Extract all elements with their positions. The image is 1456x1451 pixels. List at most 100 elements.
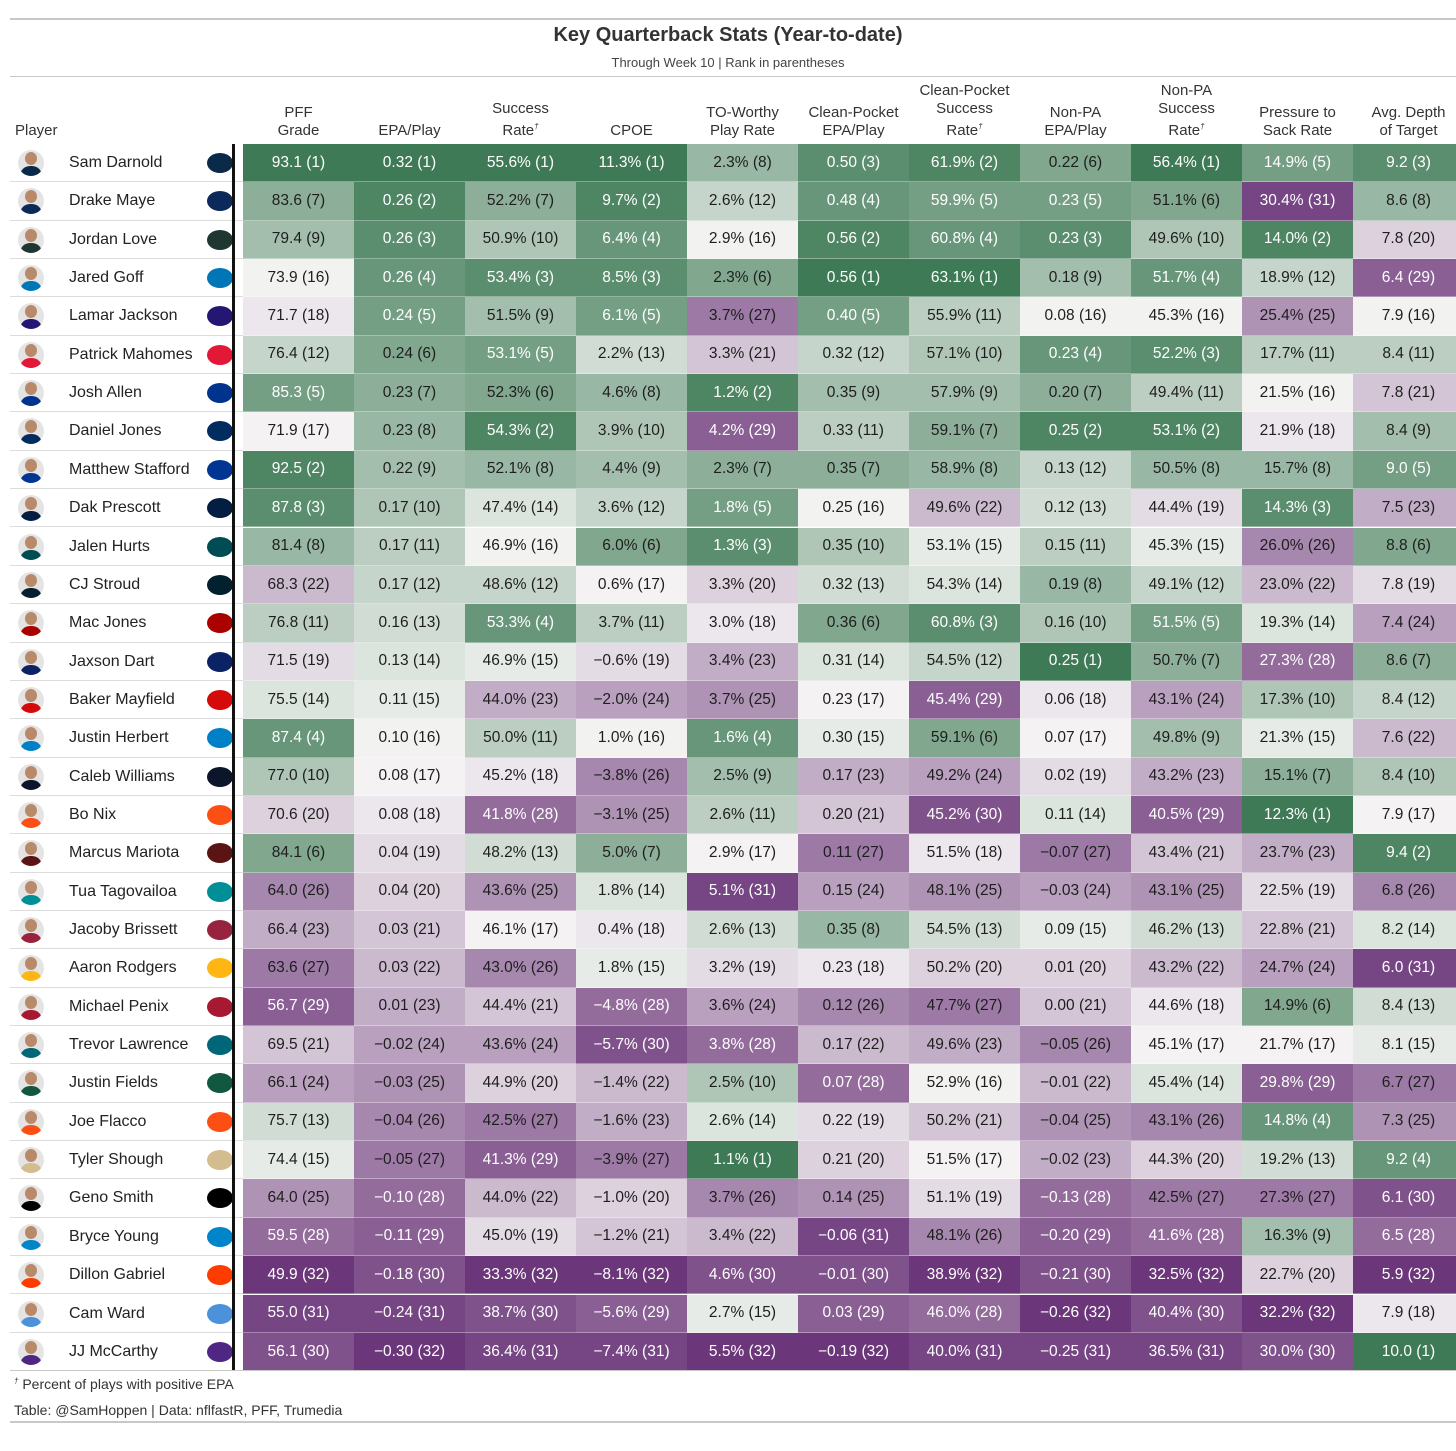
table-row: Marcus Mariota 84.1 (6) 0.04 (19) 48.2% (13… xyxy=(10,834,1456,873)
column-header-text: Pressure to Sack Rate xyxy=(1259,104,1336,140)
column-header-line: PFF xyxy=(284,104,313,121)
stat-cell: 43.2% (22) xyxy=(1131,949,1242,988)
player-headshot-icon xyxy=(18,456,44,483)
player-headshot-icon xyxy=(18,150,44,176)
stat-cell: 59.5 (28) xyxy=(243,1217,354,1257)
stat-cell: 1.8% (5) xyxy=(687,489,798,528)
team-logo-icon xyxy=(207,574,233,595)
stat-cell: 0.20 (7) xyxy=(1020,374,1131,413)
headshot-head xyxy=(25,1225,37,1239)
player-cell: Bo Nix xyxy=(10,796,243,835)
headshot-torso xyxy=(20,779,42,790)
stat-cell: 8.6 (7) xyxy=(1353,642,1456,681)
stat-cell: −0.02 (23) xyxy=(1020,1141,1131,1180)
team-logo-icon xyxy=(207,1111,233,1132)
player-headshot-icon xyxy=(18,1262,44,1289)
player-name: Caleb Williams xyxy=(69,767,175,785)
stat-cell: 49.4% (11) xyxy=(1131,374,1242,413)
table-title: Key Quarterback Stats (Year-to-date) xyxy=(553,24,903,46)
stat-cell: 7.9 (18) xyxy=(1353,1294,1456,1333)
player-name: Josh Allen xyxy=(69,384,142,402)
player-headshot-icon xyxy=(18,878,44,905)
team-logo-icon xyxy=(207,536,233,557)
stat-cell: 22.5% (19) xyxy=(1242,872,1353,911)
table-row: Mac Jones 76.8 (11) 0.16 (13) 53.3% (4) 3.7%… xyxy=(10,604,1456,643)
stat-cell: 3.3% (20) xyxy=(687,565,798,605)
stat-cell: 51.5% (9) xyxy=(465,297,576,336)
stat-cell: 50.9% (10) xyxy=(465,220,576,260)
stat-cell: 60.8% (4) xyxy=(909,220,1020,260)
stat-cell: 55.6% (1) xyxy=(465,144,576,183)
headshot-head xyxy=(25,382,37,396)
column-header-line: Success xyxy=(1158,100,1215,117)
footer-rule xyxy=(10,1370,1456,1371)
player-headshot-icon xyxy=(18,303,44,330)
stat-cell: 48.2% (13) xyxy=(465,834,576,873)
stat-cell: 42.5% (27) xyxy=(465,1102,576,1142)
stat-cell: 8.4 (12) xyxy=(1353,680,1456,720)
stat-cell: 0.08 (16) xyxy=(1020,297,1131,336)
stat-cell: −1.4% (22) xyxy=(576,1064,687,1103)
player-cell: Bryce Young xyxy=(10,1218,243,1257)
stat-cell: 6.4% (4) xyxy=(576,220,687,260)
credit-line: Table: @SamHoppen | Data: nflfastR, PFF,… xyxy=(14,1402,343,1418)
table-row: Cam Ward 55.0 (31) −0.24 (31) 38.7% (30) −5.… xyxy=(10,1294,1456,1333)
headshot-torso xyxy=(20,357,42,368)
stat-cell: 3.3% (21) xyxy=(687,335,798,375)
column-header-line: Clean-Pocket xyxy=(808,104,899,121)
stat-cell: 8.1 (15) xyxy=(1353,1026,1456,1065)
headshot-head xyxy=(25,190,37,204)
player-column-divider xyxy=(232,144,235,1372)
headshot-torso xyxy=(20,281,42,292)
stat-cell: 5.0% (7) xyxy=(576,834,687,873)
stat-cell: 44.4% (21) xyxy=(465,987,576,1027)
table-row: Tyler Shough 74.4 (15) −0.05 (27) 41.3% (29… xyxy=(10,1141,1456,1180)
stat-cell: 0.03 (29) xyxy=(798,1294,909,1333)
stat-cell: 0.23 (5) xyxy=(1020,182,1131,221)
column-header-line: Non-PA xyxy=(1049,104,1102,121)
player-name: Bryce Young xyxy=(69,1227,159,1245)
column-header: Clean-Pocket EPA/Play xyxy=(798,80,909,142)
column-header-line: EPA/Play xyxy=(1044,122,1107,139)
stat-cell: 0.16 (13) xyxy=(354,604,465,643)
stat-cell: 87.8 (3) xyxy=(243,489,354,528)
stat-cell: −0.01 (22) xyxy=(1020,1064,1131,1103)
stat-cell: 23.0% (22) xyxy=(1242,565,1353,605)
headshot-torso xyxy=(20,933,42,943)
player-cell: Daniel Jones xyxy=(10,412,243,451)
stat-cell: 3.2% (19) xyxy=(687,949,798,988)
stat-cell: 7.9 (17) xyxy=(1353,795,1456,835)
stat-cell: 8.4 (13) xyxy=(1353,987,1456,1027)
stat-cell: 0.48 (4) xyxy=(798,182,909,221)
stat-cell: 3.4% (22) xyxy=(687,1217,798,1257)
table-row: Jared Goff 73.9 (16) 0.26 (4) 53.4% (3) 8.5%… xyxy=(10,259,1456,298)
headshot-torso xyxy=(20,702,42,713)
stat-cell: 64.0 (25) xyxy=(243,1179,354,1218)
stat-cell: 0.13 (14) xyxy=(354,642,465,681)
stat-cell: 81.4 (8) xyxy=(243,527,354,566)
stat-cell: 0.50 (3) xyxy=(798,144,909,183)
headshot-torso xyxy=(20,511,42,522)
footnote-mark: † xyxy=(14,1376,19,1386)
table-row: JJ McCarthy 56.1 (30) −0.30 (32) 36.4% (31)… xyxy=(10,1332,1456,1372)
stat-cell: −0.01 (30) xyxy=(798,1256,909,1295)
stat-cell: 0.35 (10) xyxy=(798,527,909,566)
stat-cell: 50.7% (7) xyxy=(1131,642,1242,681)
stat-cell: 54.3% (2) xyxy=(465,412,576,451)
stat-cell: 41.8% (28) xyxy=(465,795,576,835)
player-name: Jaxson Dart xyxy=(69,652,155,670)
stat-cell: 0.26 (3) xyxy=(354,220,465,260)
table-row: Tua Tagovailoa 64.0 (26) 0.04 (20) 43.6% (2… xyxy=(10,872,1456,911)
stat-cell: 53.1% (2) xyxy=(1131,412,1242,451)
stat-cell: 54.3% (14) xyxy=(909,565,1020,605)
stat-cell: 2.6% (12) xyxy=(687,182,798,221)
headshot-torso xyxy=(20,664,42,675)
stat-cell: 44.9% (20) xyxy=(465,1064,576,1103)
team-logo-icon xyxy=(207,689,233,710)
stat-cell: 0.17 (12) xyxy=(354,565,465,605)
column-header-line: Clean-Pocket xyxy=(919,82,1010,99)
player-cell: Cam Ward xyxy=(10,1295,243,1333)
stat-cell: −0.21 (30) xyxy=(1020,1256,1131,1295)
player-headshot-icon xyxy=(18,648,44,675)
stat-cell: −0.03 (25) xyxy=(354,1064,465,1103)
